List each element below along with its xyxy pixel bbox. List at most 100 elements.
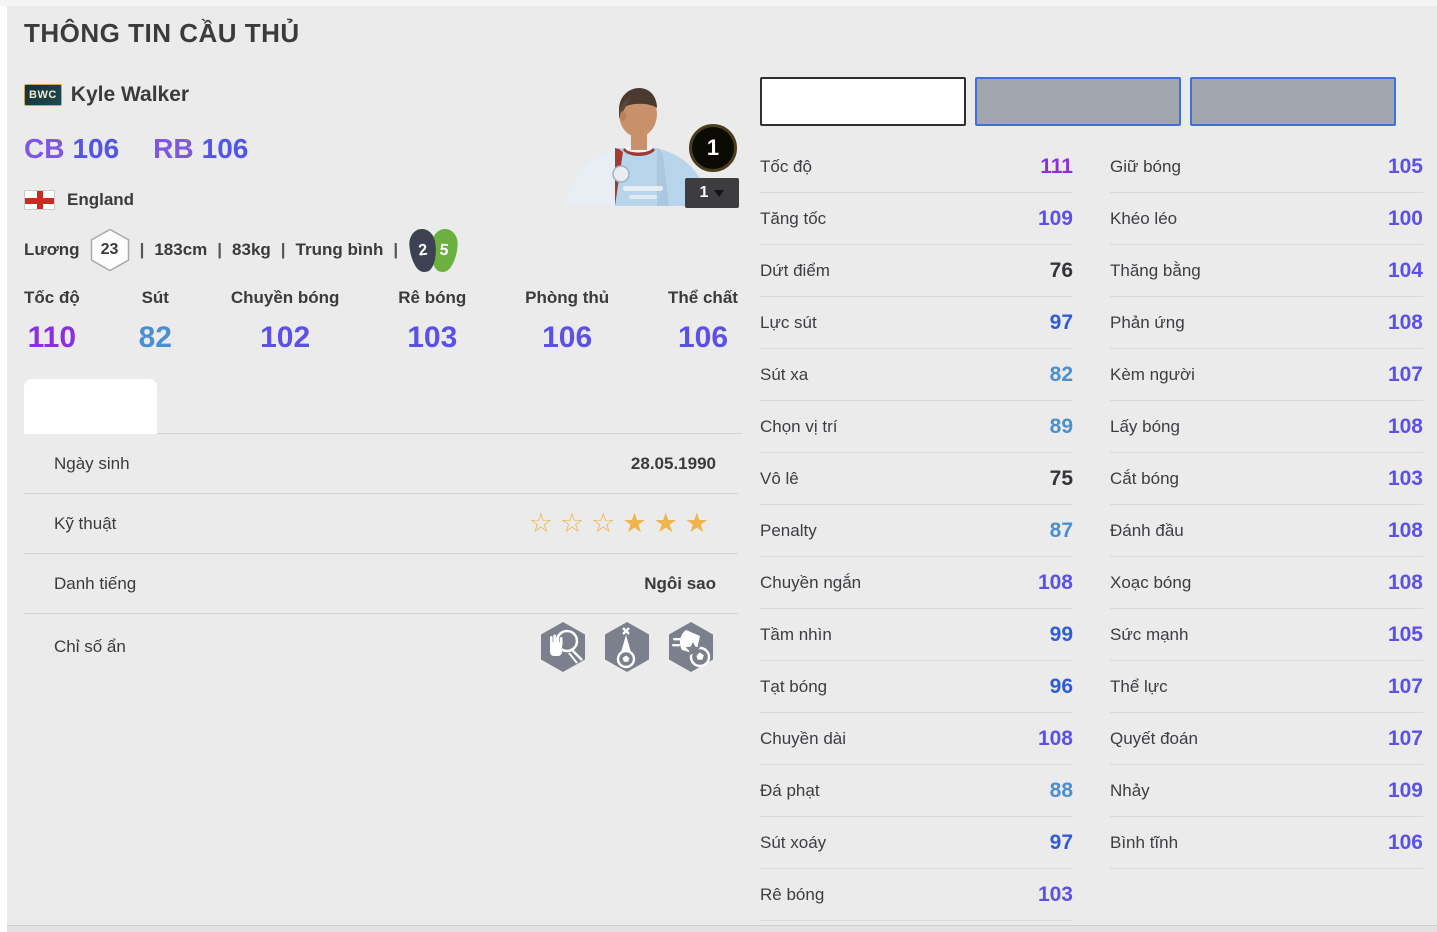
stat-label: Lấy bóng [1110, 416, 1180, 436]
summary-stat: Sút 82 [139, 288, 172, 355]
boot-star-icon [669, 622, 713, 672]
stat-label: Sút xa [760, 364, 809, 384]
stat-label: Cắt bóng [1110, 468, 1179, 488]
info-row-label: Chỉ số ẩn [54, 637, 126, 656]
stat-row: Thể lực 107 [1110, 661, 1423, 713]
stat-row: Đánh đầu 108 [1110, 505, 1423, 557]
stat-value: 106 [1387, 830, 1423, 854]
summary-stat-label: Thể chất [668, 288, 738, 307]
position-rating: RB 106 [153, 133, 248, 165]
stat-row: Giữ bóng 105 [1110, 141, 1423, 193]
stat-row: Thăng bằng 104 [1110, 245, 1423, 297]
info-row: Chỉ số ẩn [24, 614, 738, 680]
stat-tab[interactable] [760, 77, 966, 126]
arrow-ball-icon [605, 622, 649, 672]
stat-label: Giữ bóng [1110, 156, 1181, 176]
stat-label: Chọn vị trí [760, 416, 838, 436]
tab-club-career[interactable] [211, 379, 265, 433]
position-label: CB [24, 133, 65, 164]
summary-stat-value: 103 [407, 321, 458, 354]
separator: | [139, 240, 145, 259]
stat-value: 100 [1387, 206, 1423, 230]
stat-row: Lấy bóng 108 [1110, 401, 1423, 453]
chevron-down-icon [714, 189, 725, 197]
summary-stat-value: 106 [677, 321, 729, 354]
stat-value: 76 [1049, 258, 1073, 282]
summary-stat: Phòng thủ 106 [525, 288, 609, 355]
stat-value: 108 [1387, 570, 1423, 594]
salary-value: 23 [100, 241, 119, 258]
tab-bar [24, 379, 742, 434]
stat-value: 107 [1387, 362, 1423, 386]
stat-row: Kèm người 107 [1110, 349, 1423, 401]
position-value: 106 [72, 133, 120, 164]
stat-row: Dứt điểm 76 [760, 245, 1073, 297]
stat-value: 97 [1049, 310, 1073, 334]
stat-row: Tạt bóng 96 [760, 661, 1073, 713]
tab-hidden-stats[interactable] [24, 379, 157, 434]
position-value: 106 [201, 133, 249, 164]
salary-label: Lương [24, 240, 80, 259]
page-title: THÔNG TIN CẦU THỦ [24, 18, 300, 48]
level-select-dropdown[interactable]: 1 [685, 178, 739, 208]
player-meta-row: Lương 23 | 183cm | 83kg | Trung bình | 2… [24, 227, 742, 273]
summary-stat-value: 106 [542, 321, 593, 354]
position-rating: CB 106 [24, 133, 119, 165]
stat-label: Rê bóng [760, 884, 825, 904]
level-badge: 1 [689, 124, 737, 172]
info-row: Danh tiếng Ngôi sao [24, 554, 738, 614]
player-name-row: BWC Kyle Walker [24, 83, 742, 107]
summary-stat-label: Tốc độ [24, 288, 80, 307]
stat-label: Kèm người [1110, 364, 1195, 384]
stat-value: 108 [1387, 414, 1423, 438]
stat-row: Tầm nhìn 99 [760, 609, 1073, 661]
info-row-label: Ngày sinh [54, 453, 130, 473]
horizontal-scrollbar[interactable] [7, 925, 1437, 932]
stat-value: 107 [1387, 674, 1423, 698]
stats-columns: Tốc độ 111 Tăng tốc 109 Dứt điểm 76 Lực … [760, 141, 1423, 921]
stats-column-right: Giữ bóng 105 Khéo léo 100 Thăng bằng 104… [1110, 141, 1423, 921]
hidden-stats-table: Ngày sinh 28.05.1990 Kỹ thuật ☆☆☆★★★ Dan… [24, 434, 738, 680]
stat-row: Nhảy 109 [1110, 765, 1423, 817]
summary-stat-value: 110 [27, 321, 77, 354]
info-row-value [538, 620, 716, 674]
stat-row: Chuyền ngắn 108 [760, 557, 1073, 609]
stat-value: 108 [1037, 726, 1073, 750]
stat-label: Tốc độ [760, 156, 812, 176]
stat-tab[interactable] [1190, 77, 1396, 126]
stat-value: 75 [1049, 466, 1073, 490]
stat-label: Đá phạt [760, 780, 820, 800]
stat-tab[interactable] [975, 77, 1181, 126]
stat-label: Thăng bằng [1110, 260, 1201, 280]
stat-value: 103 [1037, 882, 1073, 906]
stat-label: Chuyền dài [760, 728, 847, 748]
summary-stat: Rê bóng 103 [398, 288, 466, 355]
stat-label: Tăng tốc [760, 208, 827, 228]
stats-column-left: Tốc độ 111 Tăng tốc 109 Dứt điểm 76 Lực … [760, 141, 1073, 921]
level-select-value: 1 [699, 184, 709, 201]
stat-value: 87 [1049, 518, 1073, 542]
stat-row: Sút xoáy 97 [760, 817, 1073, 869]
star-rating: ☆☆☆★★★ [528, 508, 716, 538]
stat-label: Vô lê [760, 468, 799, 488]
stat-label: Dứt điểm [760, 260, 830, 280]
tab-review[interactable] [265, 379, 319, 433]
top-margin-strip [0, 0, 1437, 6]
stat-row: Sức mạnh 105 [1110, 609, 1423, 661]
stat-value: 108 [1387, 518, 1423, 542]
tab-price[interactable] [157, 379, 211, 433]
stat-label: Nhảy [1110, 780, 1150, 800]
stat-label: Tạt bóng [760, 676, 828, 696]
separator: | [280, 240, 286, 259]
stat-row: Quyết đoán 107 [1110, 713, 1423, 765]
stat-label: Sức mạnh [1110, 624, 1189, 644]
stat-row: Tăng tốc 109 [760, 193, 1073, 245]
info-row-value: Ngôi sao [644, 573, 716, 593]
stat-row: Bình tĩnh 106 [1110, 817, 1423, 869]
player-name: Kyle Walker [70, 83, 190, 106]
stat-row: Penalty 87 [760, 505, 1073, 557]
info-row-value: 28.05.1990 [630, 453, 716, 473]
stat-label: Phản ứng [1110, 312, 1185, 332]
stat-value: 109 [1037, 206, 1073, 230]
stat-label: Thể lực [1110, 676, 1168, 696]
